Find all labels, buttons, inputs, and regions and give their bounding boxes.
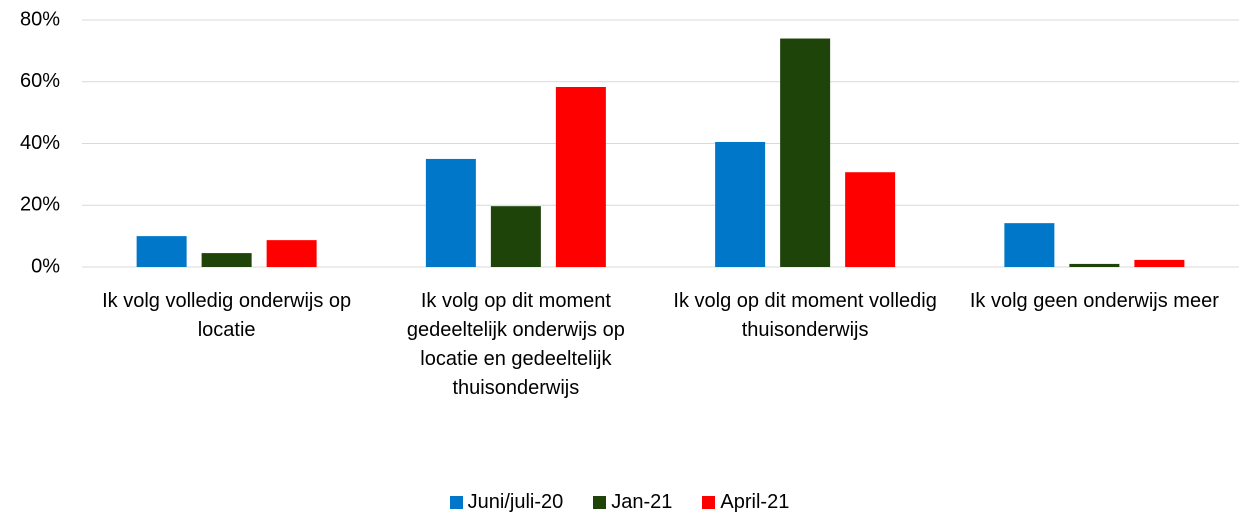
- x-tick-label: Ik volg op dit moment volledig thuisonde…: [673, 290, 937, 341]
- bar: [845, 172, 896, 267]
- bar: [715, 141, 766, 267]
- bar: [1134, 259, 1185, 267]
- legend-item: Juni/juli-20: [449, 491, 564, 514]
- y-tick-label: 60%: [20, 70, 60, 92]
- legend-label: Juni/juli-20: [467, 491, 564, 513]
- bar: [1069, 263, 1120, 267]
- legend-item: Jan-21: [593, 491, 672, 514]
- bar: [780, 38, 831, 268]
- bar: [425, 158, 476, 267]
- legend-label: Jan-21: [611, 491, 673, 513]
- bar: [490, 206, 541, 267]
- legend-item: April-21: [702, 491, 789, 514]
- y-tick-label: 40%: [20, 132, 60, 154]
- bar: [266, 240, 317, 267]
- y-tick-label: 80%: [20, 8, 60, 30]
- x-tick-label: Ik volg volledig onderwijs op locatie: [102, 290, 352, 341]
- bar: [136, 236, 187, 267]
- legend-label: April-21: [720, 491, 790, 513]
- y-tick-label: 0%: [31, 255, 60, 277]
- x-tick-label: Ik volg geen onderwijs meer: [969, 290, 1219, 312]
- bar: [201, 253, 252, 267]
- legend-swatch: [593, 496, 607, 509]
- bar: [1004, 223, 1055, 267]
- x-tick-label: Ik volg op dit moment gedeeltelijk onder…: [406, 290, 625, 399]
- bar: [555, 86, 606, 267]
- y-tick-label: 20%: [20, 194, 60, 216]
- legend-swatch: [702, 496, 716, 509]
- legend: Juni/juli-20 Jan-21 April-21: [0, 491, 1239, 514]
- legend-swatch: [449, 496, 463, 509]
